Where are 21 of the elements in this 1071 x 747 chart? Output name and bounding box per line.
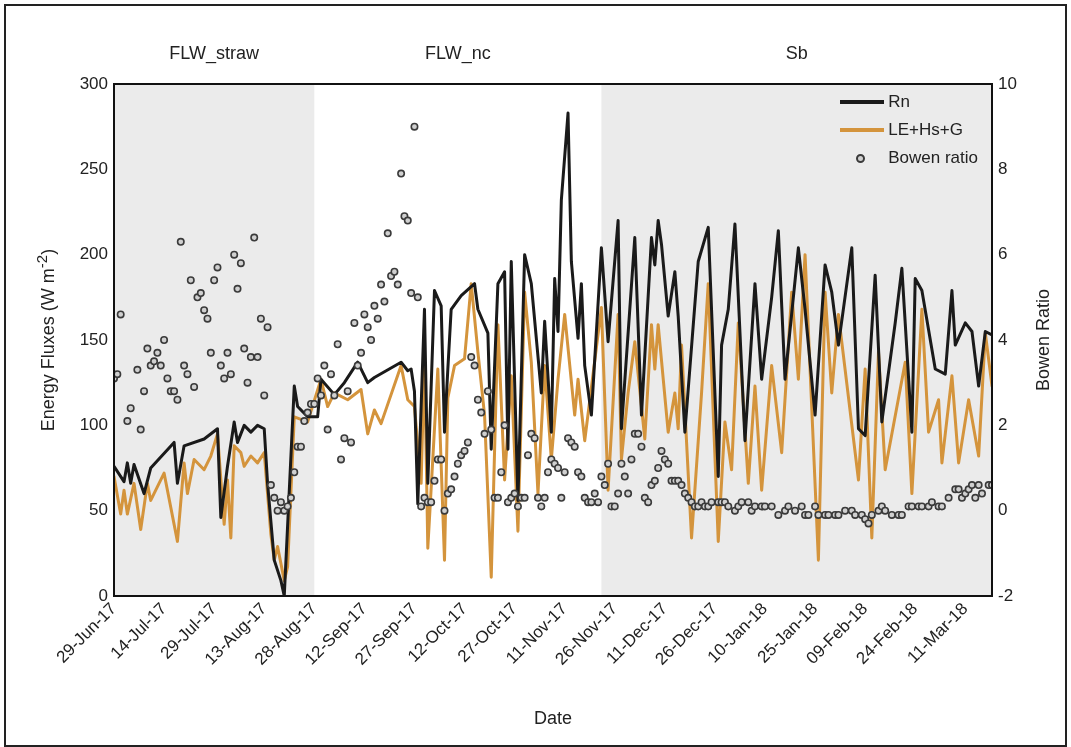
y-tick-label: 150 (79, 329, 108, 349)
legend-label: LE+Hs+G (888, 120, 963, 140)
y-tick-label: 250 (79, 159, 108, 179)
y2-tick-label: 4 (998, 329, 1008, 349)
y2-tick-label: -2 (998, 585, 1014, 605)
y-tick-label: 100 (79, 415, 108, 435)
y-tick-label: 50 (89, 500, 108, 520)
legend-label: Rn (888, 92, 910, 112)
legend-label: Bowen ratio (888, 148, 978, 168)
text: FLW_nc (425, 42, 491, 64)
band-label: FLW_straw (169, 42, 260, 64)
y2-axis-title: Bowen Ratio (1032, 288, 1054, 392)
band-label: Sb (785, 42, 808, 63)
y2-tick-label: 10 (998, 73, 1017, 93)
y2-tick-label: 8 (998, 159, 1008, 179)
y2-tick-label: 0 (998, 500, 1008, 520)
y-tick-label: 200 (79, 244, 108, 264)
y2-tick-label: 6 (998, 244, 1008, 264)
x-axis-title: Date (533, 707, 573, 729)
y-tick-label: 300 (79, 73, 108, 93)
y2-tick-label: 2 (998, 415, 1008, 435)
